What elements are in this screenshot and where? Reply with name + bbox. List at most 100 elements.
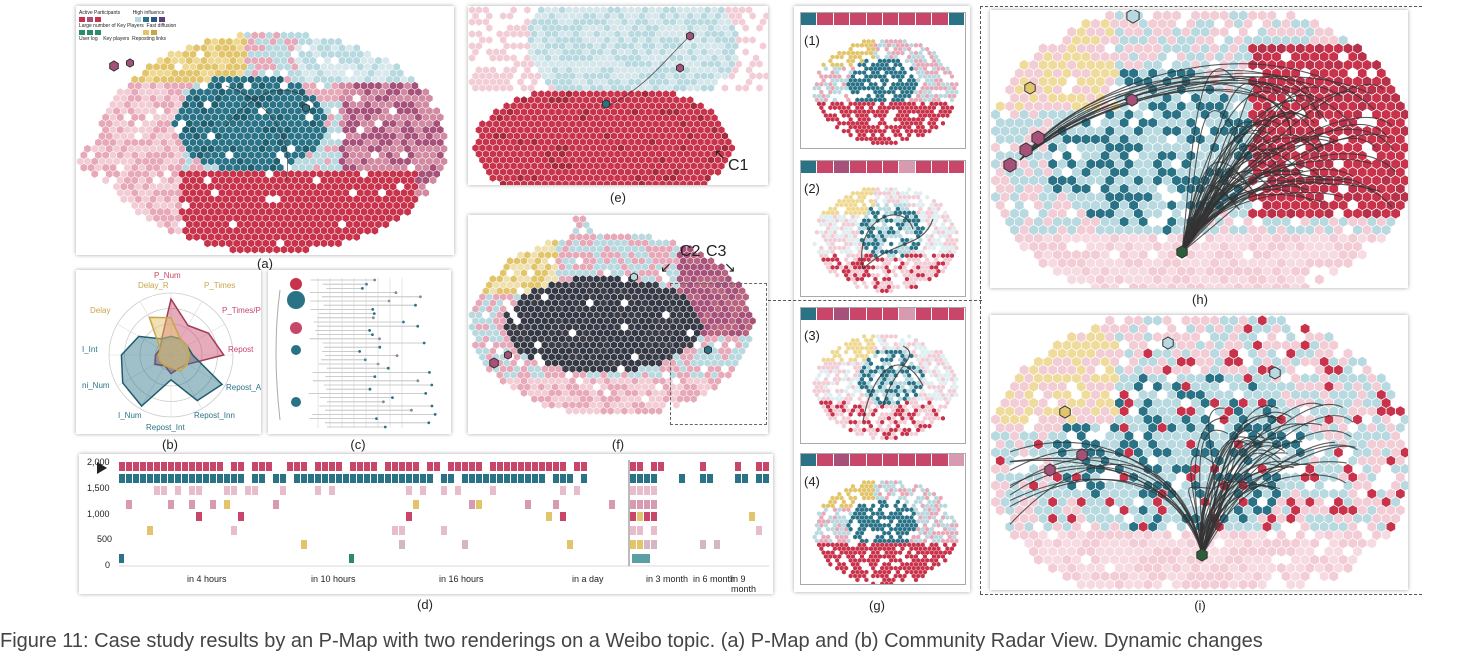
hex-cell [127,170,135,178]
timeline-bar [371,474,377,483]
hex-cell [900,198,905,204]
hex-cell [407,113,415,122]
hex-cell [555,180,562,185]
hex-cell [593,407,600,415]
hex-cell [171,132,179,141]
hex-cell [655,347,663,355]
hex-cell [182,88,189,96]
hex-cell [911,78,916,83]
hex-cell [287,182,295,191]
timeline-bar [315,474,321,483]
hex-cell [907,334,912,339]
timeline-bar [532,462,538,471]
hex-cell [579,311,586,319]
hex-cell [106,170,113,178]
hex-cell [520,180,528,185]
hex-cell [920,62,925,68]
hex-cell [704,275,711,283]
hex-cell [666,269,673,277]
hex-cell [642,150,649,158]
hex-cell [745,323,753,331]
hex-cell [859,58,864,64]
hex-cell [306,138,313,147]
hex-cell [835,78,840,83]
hex-cell [211,100,219,109]
hex-cell [690,383,697,391]
hex-cell [900,113,905,118]
hex-cell [215,81,222,90]
hex-cell [707,293,715,301]
hex-cell [714,365,722,373]
hex-cell [346,233,353,241]
hex-cell [586,347,593,355]
hex-cell [631,245,638,253]
hex-cell [913,245,918,251]
hex-cell [513,180,521,185]
hex-cell [873,113,878,118]
hex-cell [287,56,295,65]
hex-cell [229,170,237,178]
hex-cell [669,162,677,170]
hex-cell [167,100,175,109]
hex-cell [258,44,266,52]
hex-cell [226,176,233,185]
hex-cell [396,81,404,90]
hex-cell [120,170,128,178]
hex-cell [889,210,894,216]
hex-cell [422,126,430,134]
hex-cell [603,341,611,349]
hex-cell [572,227,580,235]
hex-cell [610,132,618,140]
hex-cell [273,69,280,78]
hex-cell [855,229,860,235]
hex-cell [586,18,593,26]
hex-cell [146,75,153,84]
hex-cell [186,207,193,216]
hex-cell [925,233,930,239]
hex-cell [931,353,936,359]
hex-cell [378,113,386,122]
hex-cell [659,389,666,397]
hex-cell [635,150,642,158]
hex-cell [98,119,106,128]
hex-cell [298,201,306,210]
hex-cell [635,311,642,319]
hex-cell [683,275,690,283]
radar-axis-label: I_Int [82,345,98,354]
hex-cell [934,226,939,231]
hex-cell [113,107,120,115]
hex-cell [859,237,864,243]
timeline-bar [651,512,657,521]
hex-cell [489,126,496,134]
hex-cell [832,113,837,118]
hex-cell [422,151,430,159]
hex-cell [295,44,302,52]
hex-cell [302,81,310,90]
hex-cell [496,311,503,319]
hex-cell [295,69,302,78]
hex-cell [346,44,353,52]
hex-cell [607,150,614,158]
hex-cell [855,268,860,274]
hex-cell [335,88,342,96]
timeline-bar [371,462,377,471]
hex-cell [628,114,635,122]
hex-cell [251,56,259,65]
hex-cell [255,151,262,159]
hex-cell [316,182,324,191]
play-icon[interactable] [97,462,107,474]
timeline-bar [714,540,720,549]
hex-cell [697,150,704,158]
hex-cell [828,237,833,243]
hex-cell [182,163,189,172]
hex-cell [418,94,426,103]
hex-cell [142,144,149,153]
hex-cell [472,12,479,20]
hex-cell [91,144,99,153]
hex-cell [583,24,590,32]
hex-cell [331,182,339,191]
hex-cell [624,144,632,152]
hex-cell [306,88,313,96]
hex-cell [943,357,948,363]
hex-cell [562,24,569,32]
